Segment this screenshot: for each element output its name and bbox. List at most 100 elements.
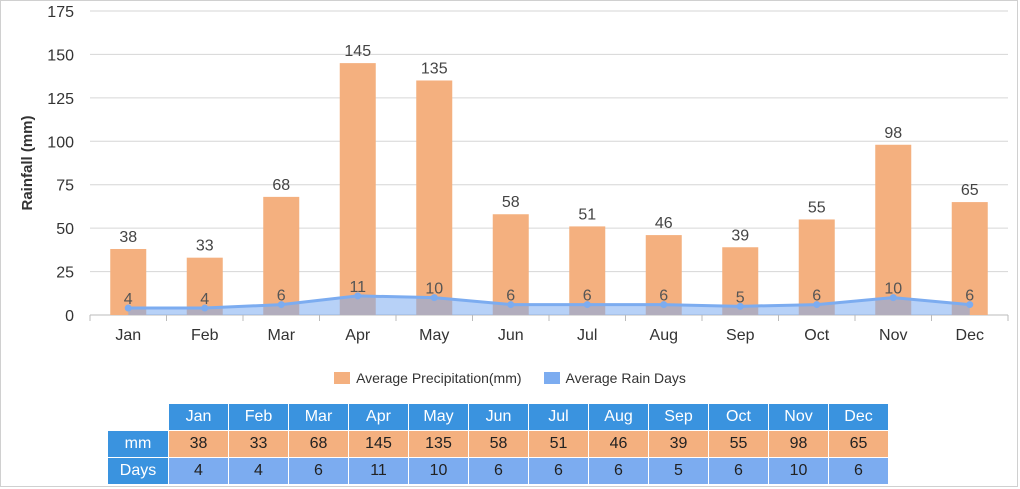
table-cell-mm: 51 bbox=[528, 430, 589, 458]
rain-days-point bbox=[354, 292, 362, 300]
bar-dec bbox=[951, 202, 988, 315]
table-header-row: Jan Feb Mar Apr May Jun Jul Aug Sep Oct Nov Dec bbox=[107, 403, 889, 431]
table-month-header: Oct bbox=[708, 403, 769, 431]
x-tick-label: Apr bbox=[345, 327, 371, 344]
rain-days-point bbox=[660, 301, 668, 309]
bar-value-label: 98 bbox=[884, 125, 902, 142]
x-tick-label: Feb bbox=[191, 327, 219, 344]
x-tick-label: Aug bbox=[650, 327, 678, 344]
rain-days-point bbox=[583, 301, 591, 309]
rainfall-chart: 0 25 50 75 100 125 150 175 Rainfall (mm) 38 33 68 14… bbox=[19, 4, 1009, 344]
table-cell-days: 4 bbox=[168, 457, 229, 485]
y-tick-label: 125 bbox=[47, 91, 74, 108]
bar-value-label: 33 bbox=[196, 238, 214, 255]
y-tick-label: 100 bbox=[47, 134, 74, 151]
table-month-header: Feb bbox=[228, 403, 289, 431]
rain-days-value-label: 6 bbox=[277, 288, 286, 305]
bar-may bbox=[416, 80, 453, 315]
table-cell-mm: 33 bbox=[228, 430, 289, 458]
table-cell-mm: 68 bbox=[288, 430, 349, 458]
y-tick-label: 175 bbox=[47, 4, 74, 21]
legend-item-rain-days[interactable]: Average Rain Days bbox=[543, 370, 686, 386]
legend-swatch-precipitation bbox=[334, 372, 351, 384]
rain-days-value-label: 6 bbox=[812, 288, 821, 305]
legend-swatch-rain-days bbox=[543, 372, 560, 384]
table-month-header: Apr bbox=[348, 403, 409, 431]
table-cell-days: 10 bbox=[768, 457, 829, 485]
rain-days-point bbox=[966, 301, 974, 309]
table-cell-days: 6 bbox=[588, 457, 649, 485]
bar-value-label: 55 bbox=[808, 199, 826, 216]
rain-days-value-label: 6 bbox=[965, 288, 974, 305]
bar-value-label: 46 bbox=[655, 215, 673, 232]
rain-days-point bbox=[277, 301, 285, 309]
x-tick-label: Jun bbox=[498, 327, 524, 344]
bar-mar bbox=[263, 196, 300, 315]
table-month-header: Aug bbox=[588, 403, 649, 431]
table-month-header: Mar bbox=[288, 403, 349, 431]
rain-days-value-label: 4 bbox=[200, 291, 209, 308]
x-tick-label: Sep bbox=[726, 327, 755, 344]
table-cell-mm: 39 bbox=[648, 430, 709, 458]
bar-value-label: 145 bbox=[344, 43, 371, 60]
x-tick-label: Oct bbox=[804, 327, 829, 344]
table-cell-days: 6 bbox=[288, 457, 349, 485]
table-row-days: Days 4 4 6 11 10 6 6 6 5 6 10 6 bbox=[107, 457, 889, 485]
bar-value-label: 38 bbox=[119, 229, 137, 246]
rain-days-line bbox=[128, 294, 970, 310]
chart-legend: Average Precipitation(mm) Average Rain D… bbox=[0, 370, 1020, 386]
y-tick-label: 25 bbox=[56, 265, 74, 282]
rain-days-point bbox=[889, 294, 897, 302]
y-tick-label: 75 bbox=[56, 178, 74, 195]
x-tick-label: Dec bbox=[956, 327, 984, 344]
rain-days-point bbox=[507, 301, 515, 309]
rain-days-point bbox=[736, 302, 744, 310]
rain-days-value-label: 4 bbox=[124, 291, 133, 308]
table-month-header: May bbox=[408, 403, 469, 431]
table-cell-mm: 58 bbox=[468, 430, 529, 458]
x-tick-label: Jan bbox=[115, 327, 141, 344]
rain-days-value-label: 6 bbox=[506, 288, 515, 305]
rain-days-point bbox=[124, 304, 132, 312]
bar-apr bbox=[339, 63, 376, 315]
table-cell-mm: 145 bbox=[348, 430, 409, 458]
rain-days-point bbox=[201, 304, 209, 312]
legend-item-precipitation[interactable]: Average Precipitation(mm) bbox=[334, 370, 522, 386]
table-cell-days: 10 bbox=[408, 457, 469, 485]
bar-jul bbox=[569, 226, 606, 315]
table-cell-days: 11 bbox=[348, 457, 409, 485]
table-cell-mm: 65 bbox=[828, 430, 889, 458]
table-cell-mm: 46 bbox=[588, 430, 649, 458]
bar-value-label: 58 bbox=[502, 194, 520, 211]
table-month-header: Jan bbox=[168, 403, 229, 431]
row-label-days: Days bbox=[107, 457, 169, 485]
table-cell-days: 6 bbox=[708, 457, 769, 485]
table-cell-mm: 38 bbox=[168, 430, 229, 458]
x-tick-label: Jul bbox=[577, 327, 597, 344]
rain-days-value-label: 10 bbox=[425, 281, 443, 298]
x-tick-label: May bbox=[419, 327, 449, 344]
table-month-header: Sep bbox=[648, 403, 709, 431]
bar-oct bbox=[798, 219, 835, 315]
y-tick-label: 50 bbox=[56, 221, 74, 238]
table-corner bbox=[107, 403, 169, 431]
row-label-mm: mm bbox=[107, 430, 169, 458]
y-tick-label: 150 bbox=[47, 47, 74, 64]
table-cell-mm: 55 bbox=[708, 430, 769, 458]
y-axis-title: Rainfall (mm) bbox=[19, 115, 36, 210]
legend-label-rain-days: Average Rain Days bbox=[565, 370, 686, 386]
rain-days-point bbox=[813, 301, 821, 309]
summary-table: Jan Feb Mar Apr May Jun Jul Aug Sep Oct Nov Dec mm … bbox=[107, 403, 889, 485]
rain-days-value-label: 6 bbox=[583, 288, 592, 305]
table-month-header: Jul bbox=[528, 403, 589, 431]
rain-days-value-label: 6 bbox=[659, 288, 668, 305]
x-tick-label: Nov bbox=[879, 327, 907, 344]
bar-value-label: 68 bbox=[272, 177, 290, 194]
rain-days-value-label: 11 bbox=[349, 279, 366, 296]
table-cell-days: 4 bbox=[228, 457, 289, 485]
bar-value-label: 135 bbox=[421, 60, 448, 77]
table-cell-days: 5 bbox=[648, 457, 709, 485]
legend-label-precipitation: Average Precipitation(mm) bbox=[356, 370, 522, 386]
table-cell-days: 6 bbox=[468, 457, 529, 485]
